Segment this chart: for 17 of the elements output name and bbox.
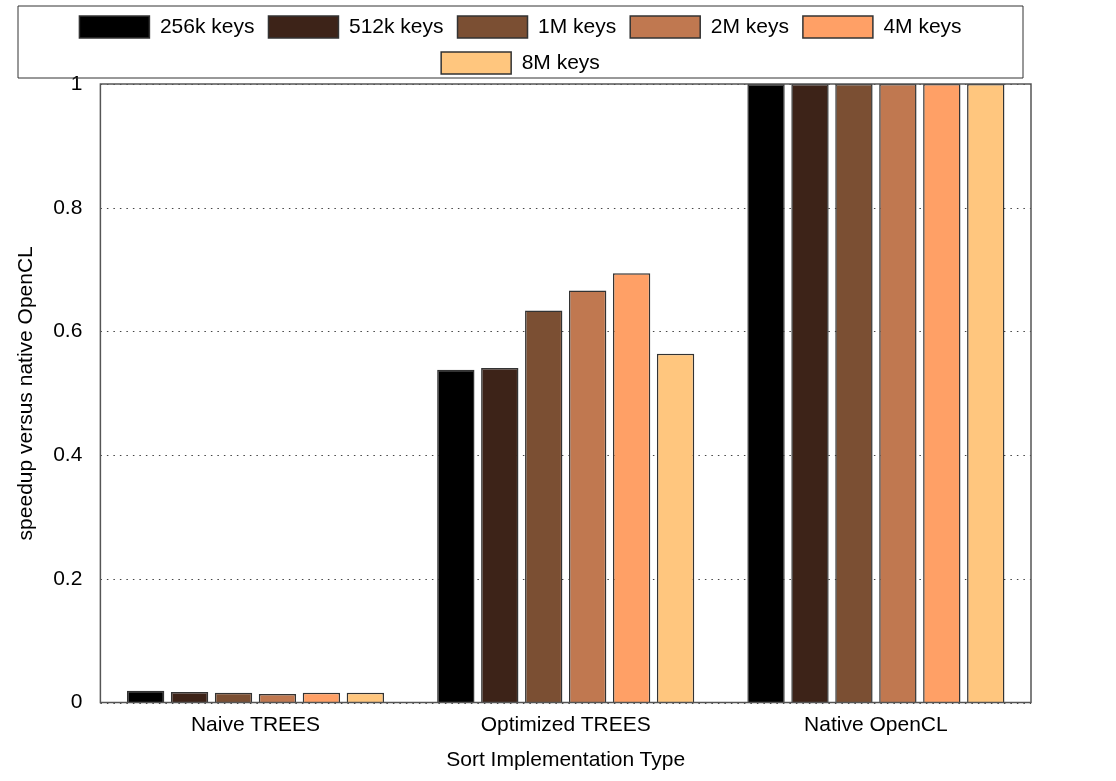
y-tick-label: 0.8 <box>53 194 83 218</box>
x-tick-label: Native OpenCL <box>804 712 948 735</box>
legend-label: 512k keys <box>348 13 444 37</box>
y-tick-label: 0.6 <box>53 318 83 342</box>
legend-label: 256k keys <box>159 13 255 37</box>
x-tick-label: Naive TREES <box>190 712 321 735</box>
y-tick-label: 1 <box>70 70 83 94</box>
y-tick-label: 0.2 <box>53 565 83 589</box>
x-tick-label: Optimized TREES <box>480 712 651 735</box>
legend-label: 4M keys <box>883 13 962 37</box>
y-tick-label: 0 <box>70 689 83 713</box>
legend-label: 2M keys <box>710 13 789 37</box>
y-tick-label: 0.4 <box>53 441 83 465</box>
x-axis-title: Sort Implementation Type <box>446 747 686 771</box>
y-axis-title: speedup versus native OpenCL <box>13 246 37 541</box>
legend-label: 8M keys <box>521 49 600 73</box>
legend-label: 1M keys <box>538 13 617 37</box>
